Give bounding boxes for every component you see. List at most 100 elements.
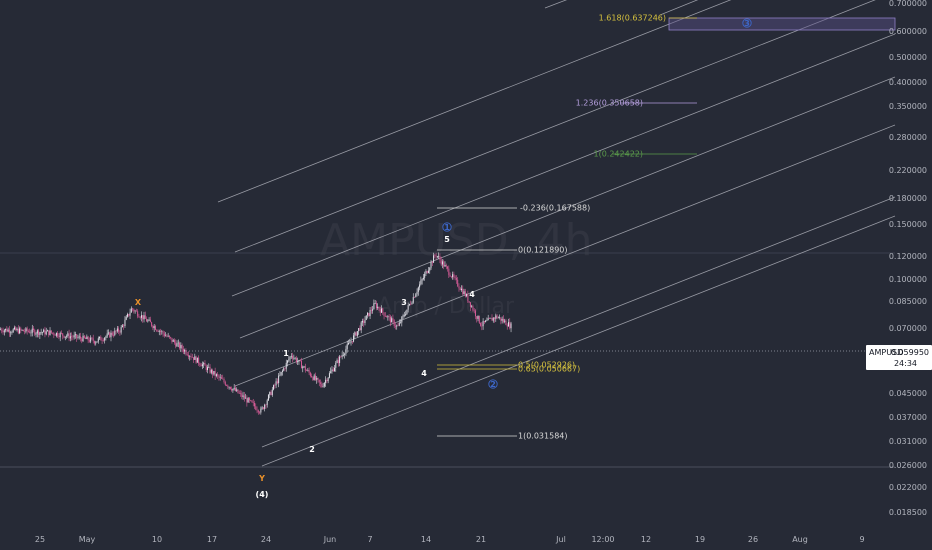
candle-body — [251, 400, 253, 403]
parallel-channel — [217, 0, 896, 467]
candle-body — [223, 379, 225, 383]
candle-body — [73, 335, 75, 338]
candle-body — [334, 367, 336, 372]
wave-circle — [442, 222, 452, 232]
candle-body — [57, 332, 59, 337]
candle-body — [401, 316, 403, 323]
candle-body — [496, 315, 498, 318]
candle-body — [146, 318, 148, 322]
candle-body — [246, 397, 248, 403]
candle-body — [162, 331, 164, 334]
candle-body — [167, 335, 169, 337]
candle-body — [233, 387, 235, 389]
candle-body — [210, 369, 212, 373]
candle-body — [473, 310, 475, 312]
candle-body — [64, 336, 66, 338]
candle-body — [500, 317, 502, 321]
candle-body — [355, 332, 357, 336]
y-tick-label: 0.120000 — [889, 252, 927, 261]
candle-body — [325, 379, 327, 383]
candle-body — [309, 372, 311, 377]
candle-body — [201, 364, 203, 367]
candle-body — [453, 274, 455, 278]
candle-body — [248, 398, 250, 401]
candle-body — [120, 327, 122, 333]
candle-body — [358, 328, 360, 332]
candle-body — [99, 336, 101, 339]
candle-body — [506, 325, 508, 327]
candle-body — [439, 256, 441, 260]
candle-body — [45, 331, 47, 335]
channel-line — [261, 215, 896, 467]
candle-body — [154, 326, 156, 330]
wave-circle — [742, 18, 752, 28]
candle-body — [245, 397, 247, 399]
candle-body — [290, 356, 292, 357]
candle-body — [326, 379, 328, 382]
candle-body — [72, 336, 74, 338]
y-tick-label: 0.070000 — [889, 324, 927, 333]
candle-body — [449, 274, 451, 277]
candle-body — [444, 265, 446, 267]
candle-body — [19, 328, 21, 334]
candle-body — [254, 402, 255, 407]
candle-body — [215, 374, 217, 376]
candle-body — [132, 308, 134, 310]
candle-body — [300, 361, 302, 369]
channel-line — [234, 0, 876, 253]
candle-body — [195, 356, 197, 363]
candle-body — [67, 333, 69, 336]
candle-body — [26, 328, 28, 332]
candle-body — [77, 337, 79, 339]
candle-body — [102, 340, 104, 342]
candle-body — [415, 294, 417, 298]
candle-body — [297, 361, 299, 363]
candle-body — [327, 377, 329, 382]
candle-body — [261, 407, 263, 409]
candle-body — [383, 312, 385, 316]
candle-body — [191, 357, 193, 358]
candle-body — [152, 325, 154, 329]
candle-body — [175, 342, 177, 347]
price-tag-countdown: 24:34 — [894, 359, 917, 368]
candle-body — [238, 393, 240, 394]
candle-body — [33, 328, 35, 331]
candle-body — [224, 382, 226, 386]
candle-body — [116, 328, 118, 332]
candle-body — [226, 385, 228, 386]
candle-body — [50, 330, 52, 333]
candle-body — [12, 329, 14, 333]
candle-body — [389, 316, 391, 323]
candle-body — [450, 276, 452, 278]
candle-body — [31, 328, 33, 333]
candle-body — [97, 338, 99, 342]
candle-body — [217, 374, 219, 376]
candle-body — [508, 322, 509, 327]
candle-body — [443, 261, 445, 267]
candle-body — [405, 314, 407, 316]
candle-body — [436, 256, 438, 257]
candle-body — [480, 323, 482, 326]
x-tick-label: Jul — [555, 535, 566, 544]
candle-body — [397, 325, 399, 327]
candle-body — [381, 308, 382, 313]
candle-body — [476, 316, 478, 319]
candle-body — [448, 268, 450, 275]
candle-body — [314, 375, 316, 380]
candle-body — [373, 303, 375, 310]
candle-body — [374, 303, 376, 304]
candle-body — [462, 288, 464, 295]
candle-body — [139, 317, 141, 318]
candle-body — [421, 279, 423, 281]
candle-body — [204, 362, 206, 366]
candle-body — [36, 330, 38, 334]
candle-body — [214, 371, 216, 376]
candle-body — [138, 316, 140, 318]
candle-body — [382, 308, 384, 313]
candle-body — [140, 315, 142, 318]
candle-body — [369, 310, 371, 317]
candle-body — [336, 360, 338, 363]
candle-body — [163, 333, 165, 336]
candle-body — [81, 338, 83, 342]
candle-body — [236, 389, 238, 391]
